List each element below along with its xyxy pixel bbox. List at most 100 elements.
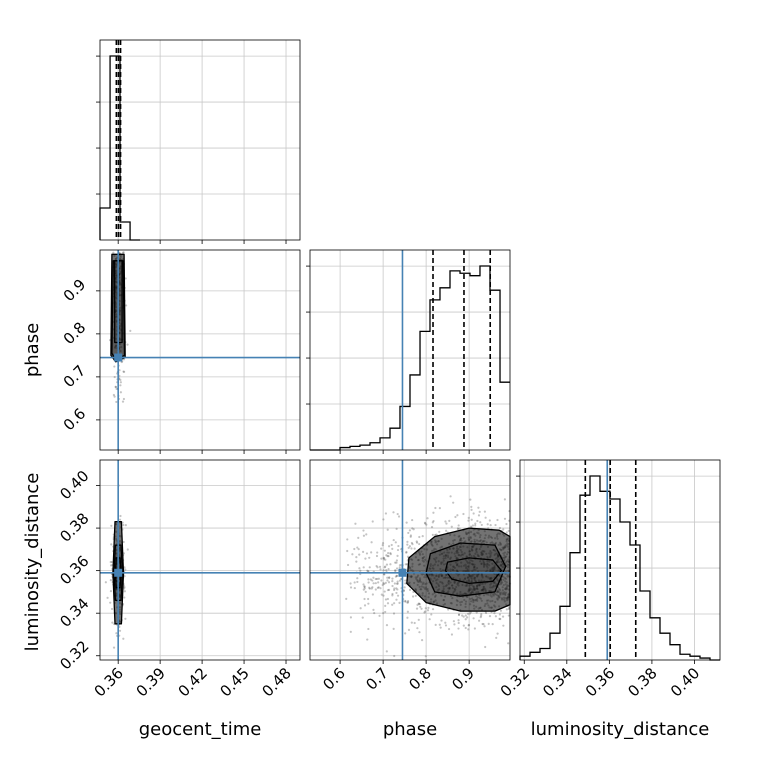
dist-vs-time-xtick-label-2: 0.42 (175, 664, 211, 700)
dist-vs-phase-point-862 (450, 525, 453, 528)
dist-vs-phase-point-394 (381, 544, 384, 547)
dist-vs-phase-point-1055 (395, 582, 399, 585)
dist-vs-phase-point-1242 (382, 573, 386, 576)
dist-vs-phase-point-1103 (384, 604, 387, 607)
dist-vs-phase-point-476 (365, 552, 369, 555)
dist-vs-phase-point-872 (369, 578, 372, 581)
dist-vs-phase-point-80 (418, 631, 421, 634)
phase-vs-time-point-45 (114, 385, 117, 389)
hist-dist-xtick-label-1: 0.34 (539, 664, 575, 700)
dist-vs-phase-point-1259 (353, 586, 356, 590)
dist-vs-phase-point-369 (370, 551, 373, 554)
phase-vs-time-point-55 (121, 251, 125, 254)
dist-vs-phase-point-1194 (379, 568, 382, 571)
dist-vs-phase-point-324 (486, 523, 489, 526)
dist-vs-phase-point-959 (370, 587, 373, 590)
dist-vs-phase-point-429 (494, 615, 497, 618)
dist-vs-phase-point-239 (502, 624, 505, 627)
dist-vs-phase-point-52 (462, 624, 465, 627)
hist-phase-bin-6 (370, 443, 380, 450)
dist-vs-phase-point-443 (382, 558, 385, 561)
dist-vs-phase-point-778 (385, 624, 389, 627)
dist-vs-phase-point-1300 (385, 554, 388, 557)
dist-vs-phase-point-273 (474, 524, 477, 527)
hist-dist-xtick-label-3: 0.38 (624, 664, 660, 700)
dist-vs-phase-point-179 (421, 535, 424, 538)
dist-vs-phase-point-326 (415, 541, 419, 544)
dist-vs-phase-point-1257 (396, 582, 399, 585)
dist-vs-phase-point-868 (383, 582, 386, 586)
dist-vs-phase-point-364 (374, 577, 377, 581)
dist-vs-phase-point-951 (488, 615, 492, 618)
dist-vs-phase-point-722 (423, 521, 427, 524)
phase-vs-time-point-71 (122, 397, 126, 401)
dist-vs-phase-point-918 (434, 533, 437, 537)
dist-vs-phase-point-851 (478, 619, 481, 622)
dist-vs-phase-point-256 (444, 621, 447, 624)
dist-vs-phase-point-604 (395, 559, 398, 562)
dist-vs-phase-point-1340 (394, 569, 397, 572)
dist-vs-phase-point-1138 (495, 636, 498, 639)
dist-vs-phase-point-264 (396, 580, 399, 583)
hist-phase-bin-14 (450, 271, 460, 450)
dist-vs-phase-point-46 (410, 621, 413, 624)
dist-vs-phase-point-1376 (387, 568, 390, 571)
dist-vs-phase-point-308 (454, 515, 457, 519)
dist-vs-time-point-123 (118, 518, 122, 521)
dist-vs-phase-point-77 (378, 614, 381, 617)
dist-vs-phase-point-1379 (389, 563, 392, 566)
dist-vs-phase-point-174 (388, 576, 391, 579)
dist-vs-phase-point-289 (359, 607, 362, 610)
dist-vs-phase-point-968 (361, 616, 364, 619)
dist-vs-phase-point-725 (395, 598, 398, 601)
dist-vs-phase-point-1129 (386, 554, 389, 558)
dist-vs-phase-point-309 (477, 506, 480, 509)
dist-vs-phase-point-576 (356, 577, 359, 580)
dist-vs-time-ytick-label-3: 0.38 (56, 509, 92, 545)
dist-vs-phase-point-910 (383, 590, 386, 593)
dist-vs-time-point-40 (109, 590, 113, 593)
dist-vs-phase-point-1293 (496, 518, 499, 522)
dist-vs-phase-point-1344 (434, 506, 437, 510)
dist-vs-phase-point-1272 (349, 616, 353, 619)
dist-vs-phase-point-820 (470, 518, 473, 521)
dist-vs-phase-point-1267 (371, 520, 374, 523)
dist-vs-phase-point-424 (447, 608, 450, 611)
phase-vs-time-point-145 (126, 343, 129, 346)
dist-vs-phase-point-1075 (413, 621, 416, 625)
dist-vs-phase-point-419 (481, 622, 484, 626)
dist-vs-time-point-170 (122, 637, 125, 640)
dist-vs-time-point-25 (112, 646, 116, 649)
phase-vs-time-point-231 (124, 277, 127, 280)
dist-vs-phase-point-901 (375, 564, 378, 568)
dist-vs-phase-point-445 (382, 569, 385, 572)
dist-vs-phase-point-297 (349, 586, 353, 589)
dist-vs-phase-point-15 (480, 613, 483, 616)
hist-dist-bin-11 (630, 545, 640, 660)
dist-vs-phase-point-832 (415, 607, 419, 610)
dist-vs-phase-point-51 (462, 615, 465, 618)
dist-vs-phase-point-883 (456, 527, 459, 530)
dist-vs-phase-point-775 (361, 550, 365, 553)
dist-vs-phase-point-573 (408, 588, 412, 591)
dist-vs-phase-point-492 (472, 617, 475, 620)
dist-vs-phase-point-234 (453, 623, 456, 626)
dist-vs-phase-point-1316 (439, 626, 442, 629)
dist-vs-phase-point-1347 (416, 603, 419, 606)
dist-vs-phase-point-779 (420, 639, 424, 642)
dist-vs-phase-point-89 (418, 535, 421, 539)
dist-vs-time-point-26 (106, 596, 109, 599)
dist-vs-phase-point-1380 (423, 611, 426, 614)
dist-vs-phase-point-700 (450, 633, 454, 636)
dist-vs-phase-point-965 (382, 556, 386, 560)
hist-phase-bin-7 (380, 438, 390, 450)
dist-vs-phase-point-1304 (484, 611, 488, 615)
dist-vs-time-point-81 (118, 629, 122, 632)
dist-vs-phase-point-1350 (471, 524, 475, 527)
dist-vs-phase-point-1396 (385, 563, 389, 566)
dist-vs-time-point-117 (123, 596, 126, 599)
hist-dist-bin-14 (660, 633, 670, 660)
panel-dist-vs-geocent-time (99, 459, 301, 661)
dist-vs-phase-point-1231 (396, 548, 400, 552)
dist-vs-phase-point-104 (363, 585, 366, 588)
